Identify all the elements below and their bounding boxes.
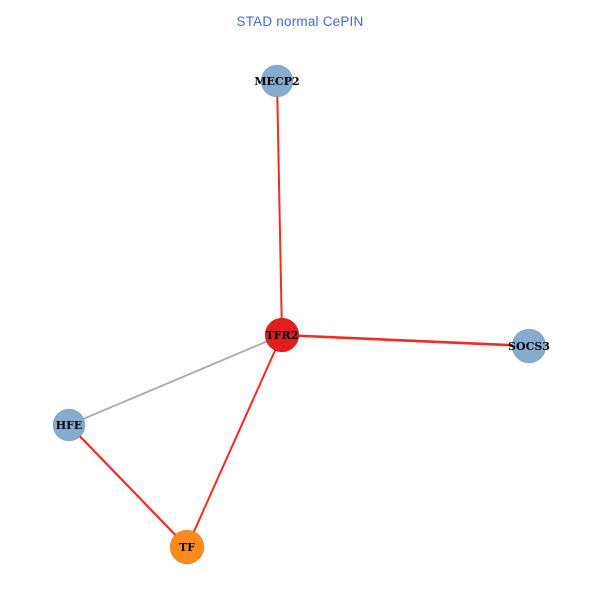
graph-node-MECP2 xyxy=(260,64,294,98)
graph-node-SOCS3 xyxy=(511,328,547,364)
graph-node-label-TF: TF xyxy=(179,541,195,554)
graph-node-HFE xyxy=(52,408,86,442)
plot-title: STAD normal CePIN xyxy=(236,14,364,29)
graph-edge-HFE-TF xyxy=(68,424,188,548)
graph-node-label-SOCS3: SOCS3 xyxy=(508,340,550,353)
graph-node-label-MECP2: MECP2 xyxy=(254,75,299,88)
graph-node-TF xyxy=(169,529,205,565)
graph-node-label-HFE: HFE xyxy=(56,419,83,432)
graph-edge-TFR2-SOCS3 xyxy=(281,333,530,348)
graph-node-label-TFR2: TFR2 xyxy=(266,329,299,342)
graph-edge-TFR2-HFE xyxy=(68,334,283,426)
graph-node-TFR2 xyxy=(264,317,300,353)
graph-edge-TFR2-TF xyxy=(186,334,283,548)
graph-edge-MECP2-TFR2 xyxy=(276,80,283,336)
